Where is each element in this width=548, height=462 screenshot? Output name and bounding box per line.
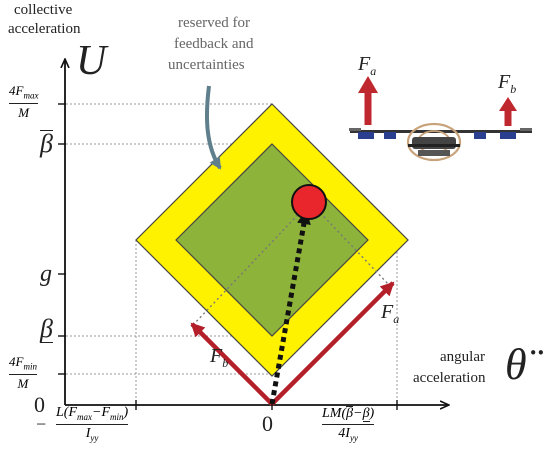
y-tick-fmin: 4Fmin M [9, 354, 37, 391]
y-tick-g: g [40, 261, 52, 287]
force-a-label: Fa [381, 301, 400, 326]
quadrotor-force-a-label: Fa [358, 53, 377, 78]
annotation-line2: feedback and [174, 36, 254, 52]
x-axis-symbol: θ̈ [505, 340, 527, 389]
y-tick-marks [58, 103, 66, 375]
quadrotor-force-b-label: Fb [498, 71, 517, 96]
x-tick-right: LM(β−β) 4Iyy [322, 406, 375, 443]
y-axis-title-line2: acceleration [8, 21, 81, 37]
operating-point [291, 184, 327, 220]
y-axis-symbol: U [76, 38, 107, 84]
x-tick-zero: 0 [262, 411, 273, 436]
x-tick-left: L(Fmax−Fmin) Iyy [56, 405, 129, 443]
resultant-vector [269, 210, 311, 405]
y-tick-zero: 0 [34, 392, 45, 417]
x-axis-title-line1: angular [440, 349, 485, 365]
x-axis-title-line2: acceleration [413, 370, 486, 386]
y-tick-beta-under: β [40, 314, 53, 343]
quadrotor-icon [349, 76, 532, 162]
annotation-arrow [204, 85, 222, 170]
force-b-label: Fb [210, 345, 229, 370]
y-tick-beta-bar: β [40, 129, 53, 158]
force-a-vector [270, 281, 395, 406]
y-axis-title-line1: collective [14, 2, 73, 18]
x-tick-left-minus: − [36, 414, 47, 434]
annotation-line1: reserved for [178, 15, 251, 31]
force-parallelogram [192, 201, 391, 326]
y-tick-fmax: 4Fmax M [9, 83, 39, 120]
force-b-vector [190, 322, 274, 406]
annotation-line3: uncertainties [168, 57, 245, 73]
